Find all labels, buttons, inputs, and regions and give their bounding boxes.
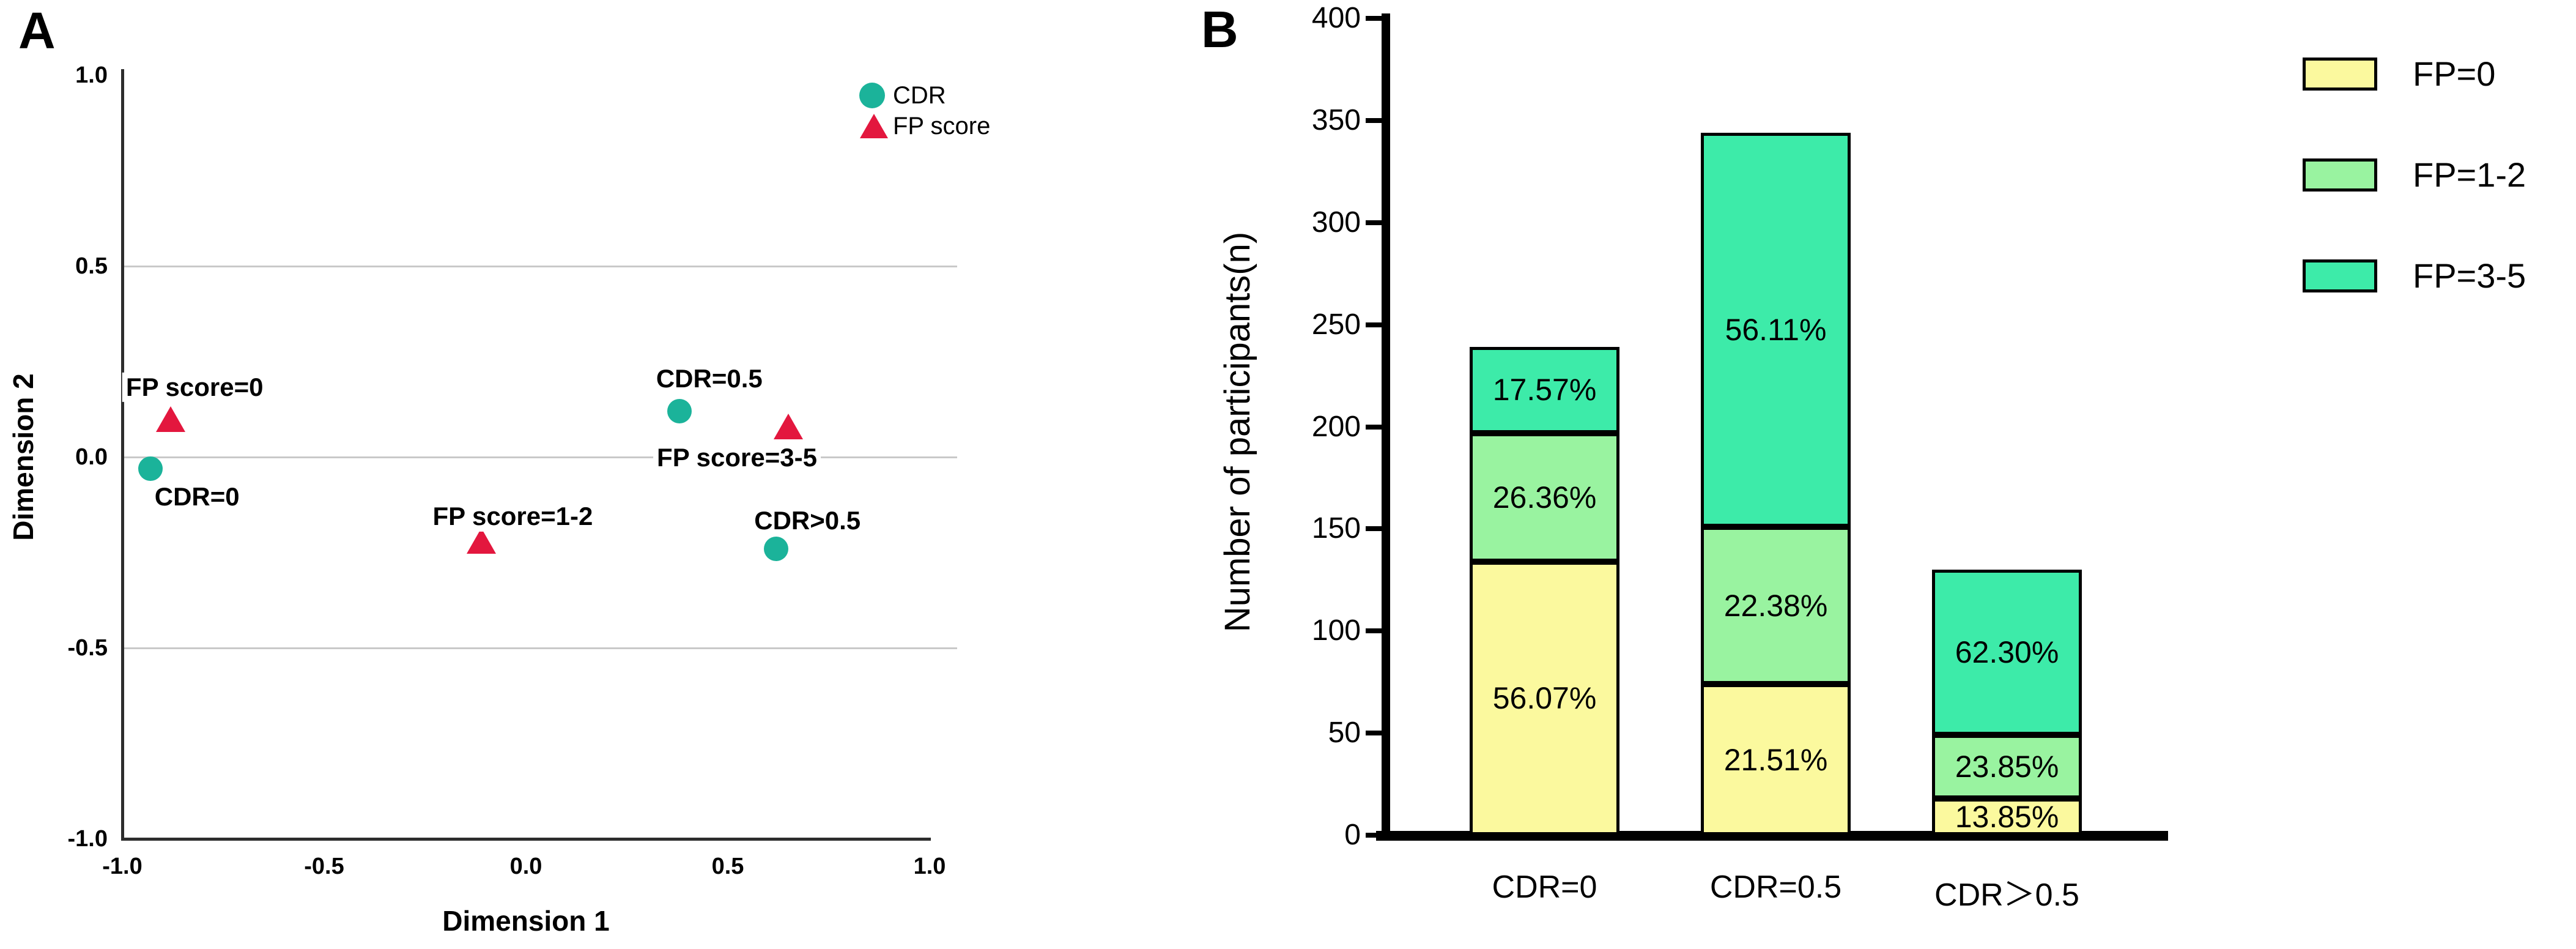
- bar-segment: [1701, 684, 1851, 835]
- legend-item-fp0: FP=0: [2303, 54, 2526, 94]
- data-point-triangle: [156, 406, 186, 432]
- panel-a-letter: A: [18, 2, 56, 59]
- legend-item-fp-score: FP score: [893, 113, 991, 140]
- fp0-swatch-icon: [2303, 57, 2377, 91]
- bar-percent-label: 56.11%: [1725, 312, 1827, 347]
- bar-percent-label: 23.85%: [1955, 750, 2059, 784]
- panel-a-y-axis-title: Dimension 2: [7, 373, 39, 541]
- x-tick-label: -1.0: [102, 854, 142, 879]
- y-tick-label: 100: [1311, 614, 1361, 647]
- y-tick-label: 300: [1311, 206, 1361, 239]
- fp35-swatch-icon: [2303, 259, 2377, 292]
- y-tick-label: 250: [1311, 308, 1361, 341]
- x-tick-label: 0.0: [509, 854, 542, 879]
- legend-label-fp0: FP=0: [2413, 54, 2496, 93]
- bar-percent-label: 22.38%: [1723, 588, 1828, 623]
- y-tick-mark: [1366, 731, 1382, 736]
- bar-percent-label: 62.30%: [1955, 635, 2059, 670]
- y-tick-label: 1.0: [75, 62, 108, 88]
- y-tick-mark: [1366, 322, 1382, 327]
- category-label: CDR＞0.5: [1934, 877, 2079, 913]
- gridline: [122, 647, 957, 649]
- gridline: [122, 265, 957, 267]
- y-tick-label: 50: [1328, 716, 1361, 750]
- y-tick-mark: [1366, 220, 1382, 225]
- category-label: CDR=0: [1492, 869, 1597, 905]
- bar-percent-label: 13.85%: [1955, 799, 2059, 834]
- y-tick-mark: [1366, 117, 1382, 123]
- legend-item-cdr: CDR: [893, 82, 946, 109]
- category-label: CDR=0.5: [1709, 869, 1842, 905]
- x-tick-label: -0.5: [304, 854, 344, 879]
- y-axis: [121, 69, 124, 841]
- bar-segment: [1470, 433, 1619, 562]
- y-tick-label: 0: [1344, 819, 1361, 851]
- data-point-triangle: [467, 528, 497, 554]
- bar-segment: [1470, 347, 1619, 433]
- data-point-label: FP score=1-2: [429, 502, 597, 532]
- legend-label-fp35: FP=3-5: [2413, 256, 2526, 295]
- data-point-label: CDR=0: [150, 482, 243, 512]
- x-tick-label: 1.0: [913, 854, 946, 879]
- legend-label-fp12: FP=1-2: [2413, 155, 2526, 194]
- bar-segment: [1701, 132, 1851, 527]
- data-point-label: FP score=0: [122, 372, 267, 402]
- bar-percent-label: 17.57%: [1492, 373, 1597, 408]
- bar-segment: [1701, 527, 1851, 685]
- data-point-label: CDR>0.5: [750, 505, 865, 535]
- y-tick-mark: [1366, 16, 1382, 21]
- y-tick-label: -1.0: [67, 826, 108, 852]
- bar-segment: [1932, 798, 2082, 835]
- y-tick-label: -0.5: [67, 635, 108, 661]
- y-tick-label: 0.0: [75, 444, 108, 470]
- x-axis: [121, 838, 931, 841]
- data-point-circle: [764, 536, 789, 561]
- y-tick-label: 0.5: [75, 253, 108, 279]
- bar-segment: [1932, 570, 2082, 735]
- bar-segment: [1932, 735, 2082, 798]
- data-point-label: FP score=3-5: [653, 442, 821, 473]
- bar-segment: [1470, 561, 1619, 835]
- panel-b-legend: FP=0 FP=1-2 FP=3-5: [2303, 54, 2526, 296]
- y-tick-mark: [1366, 833, 1382, 838]
- gridline: [122, 456, 957, 458]
- panel-a-x-axis-title: Dimension 1: [442, 905, 610, 937]
- y-tick-mark: [1366, 424, 1382, 430]
- x-tick-label: 0.5: [711, 854, 744, 879]
- y-axis: [1382, 13, 1390, 839]
- panel-b-letter: B: [1201, 1, 1238, 58]
- bar-percent-label: 21.51%: [1723, 742, 1828, 777]
- data-point-circle: [667, 399, 692, 424]
- y-tick-mark: [1366, 526, 1382, 532]
- bar-percent-label: 26.36%: [1492, 480, 1597, 515]
- data-point-label: CDR=0.5: [652, 363, 766, 394]
- y-tick-label: 400: [1311, 2, 1361, 34]
- y-tick-label: 200: [1311, 410, 1361, 443]
- fp-score-triangle-icon: [860, 114, 888, 138]
- legend-item-fp12: FP=1-2: [2303, 155, 2526, 195]
- data-point-triangle: [774, 414, 803, 440]
- fp12-swatch-icon: [2303, 158, 2377, 192]
- y-tick-label: 350: [1311, 103, 1361, 136]
- cdr-circle-icon: [859, 83, 885, 108]
- bar-percent-label: 56.07%: [1492, 681, 1597, 716]
- y-tick-mark: [1366, 628, 1382, 634]
- y-tick-label: 150: [1311, 512, 1361, 545]
- data-point-circle: [138, 456, 163, 481]
- legend-item-fp35: FP=3-5: [2303, 256, 2526, 296]
